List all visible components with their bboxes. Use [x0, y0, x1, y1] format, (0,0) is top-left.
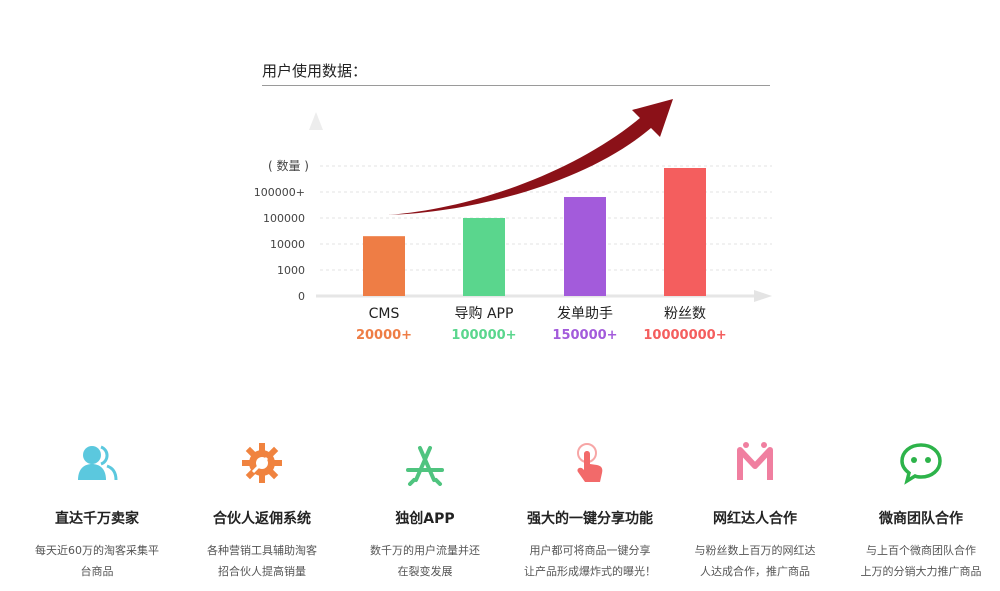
feature-description-line: 与上百个微商团队合作 — [866, 544, 976, 557]
users-icon — [74, 440, 120, 486]
y-tick-label: 100000+ — [254, 186, 305, 199]
feature-description: 各种营销工具辅助淘客 招合伙人提高销量 — [187, 540, 337, 582]
feature-title: 直达千万卖家 — [55, 511, 139, 527]
feature-description-line: 人达成合作，推广商品 — [700, 565, 810, 578]
y-tick-label: 0 — [298, 290, 305, 303]
influencer-logo-icon — [732, 440, 778, 486]
feature-description: 每天近60万的淘客采集平 台商品 — [22, 540, 172, 582]
category-label: 发单助手 — [557, 306, 613, 322]
feature-title: 合伙人返佣系统 — [213, 511, 311, 527]
value-label: 20000+ — [356, 328, 412, 343]
feature-description: 用户都可将商品一键分享 让产品形成爆炸式的曝光！ — [515, 540, 665, 582]
bar-1 — [363, 236, 405, 296]
bar-2 — [463, 218, 505, 296]
feature-description-line: 用户都可将商品一键分享 — [529, 544, 651, 557]
y-tick-label: 100000 — [263, 212, 305, 225]
feature-title: 强大的一键分享功能 — [527, 511, 653, 527]
feature-description-line: 数千万的用户流量并还 — [370, 544, 480, 557]
feature-title: 网红达人合作 — [713, 511, 797, 527]
feature-card: 合伙人返佣系统 各种营销工具辅助淘客 招合伙人提高销量 — [187, 440, 337, 582]
heading-divider — [262, 85, 770, 86]
feature-description: 数千万的用户流量并还 在裂变发展 — [350, 540, 500, 582]
x-axis-arrowhead — [754, 290, 772, 302]
usage-bar-chart: ( 数量 ) 0 1000 10000 100000 100000+ CMS 20000+… — [254, 99, 772, 343]
feature-card: 直达千万卖家每天近60万的淘客采集平 台商品 — [22, 440, 172, 582]
feature-description: 与上百个微商团队合作 上万的分销大力推广商品 — [846, 540, 996, 582]
y-tick-label: 10000 — [270, 238, 305, 251]
feature-description-line: 在裂变发展 — [397, 565, 453, 578]
bar-4 — [664, 168, 706, 296]
y-tick-label: 1000 — [277, 264, 305, 277]
feature-description-line: 台商品 — [80, 565, 114, 578]
y-axis-arrowhead — [309, 112, 323, 130]
feature-description-line: 每天近60万的淘客采集平 — [35, 544, 159, 557]
value-label: 150000+ — [552, 328, 617, 343]
feature-card: 微商团队合作 与上百个微商团队合作 上万的分销大力推广商品 — [846, 440, 996, 582]
chart-heading: 用户使用数据： — [262, 62, 368, 80]
feature-description-line: 与粉丝数上百万的网红达 — [694, 544, 816, 557]
feature-card: 网红达人合作与粉丝数上百万的网红达 人达成合作，推广商品 — [680, 440, 830, 582]
wechat-icon — [898, 440, 944, 486]
category-label: CMS — [369, 306, 400, 322]
app-store-icon — [402, 440, 448, 486]
feature-description-line: 招合伙人提高销量 — [218, 565, 306, 578]
feature-card: 强大的一键分享功能 用户都可将商品一键分享 让产品形成爆炸式的曝光！ — [515, 440, 665, 582]
feature-title: 微商团队合作 — [879, 511, 963, 527]
feature-description-line: 各种营销工具辅助淘客 — [207, 544, 317, 557]
feature-card: 独创APP 数千万的用户流量并还 在裂变发展 — [350, 440, 500, 582]
feature-description: 与粉丝数上百万的网红达 人达成合作，推广商品 — [680, 540, 830, 582]
value-label: 100000+ — [451, 328, 516, 343]
gear-wrench-icon — [239, 440, 285, 486]
bar-3 — [564, 197, 606, 296]
y-axis-label: ( 数量 ) — [268, 158, 309, 173]
hand-tap-icon — [567, 440, 613, 486]
feature-description-line: 上万的分销大力推广商品 — [860, 565, 982, 578]
feature-description-line: 让产品形成爆炸式的曝光！ — [524, 565, 656, 578]
growth-arrow — [388, 99, 673, 215]
value-label: 10000000+ — [643, 328, 726, 343]
category-label: 导购 APP — [455, 306, 514, 322]
category-label: 粉丝数 — [664, 306, 706, 322]
feature-title: 独创APP — [395, 511, 455, 527]
